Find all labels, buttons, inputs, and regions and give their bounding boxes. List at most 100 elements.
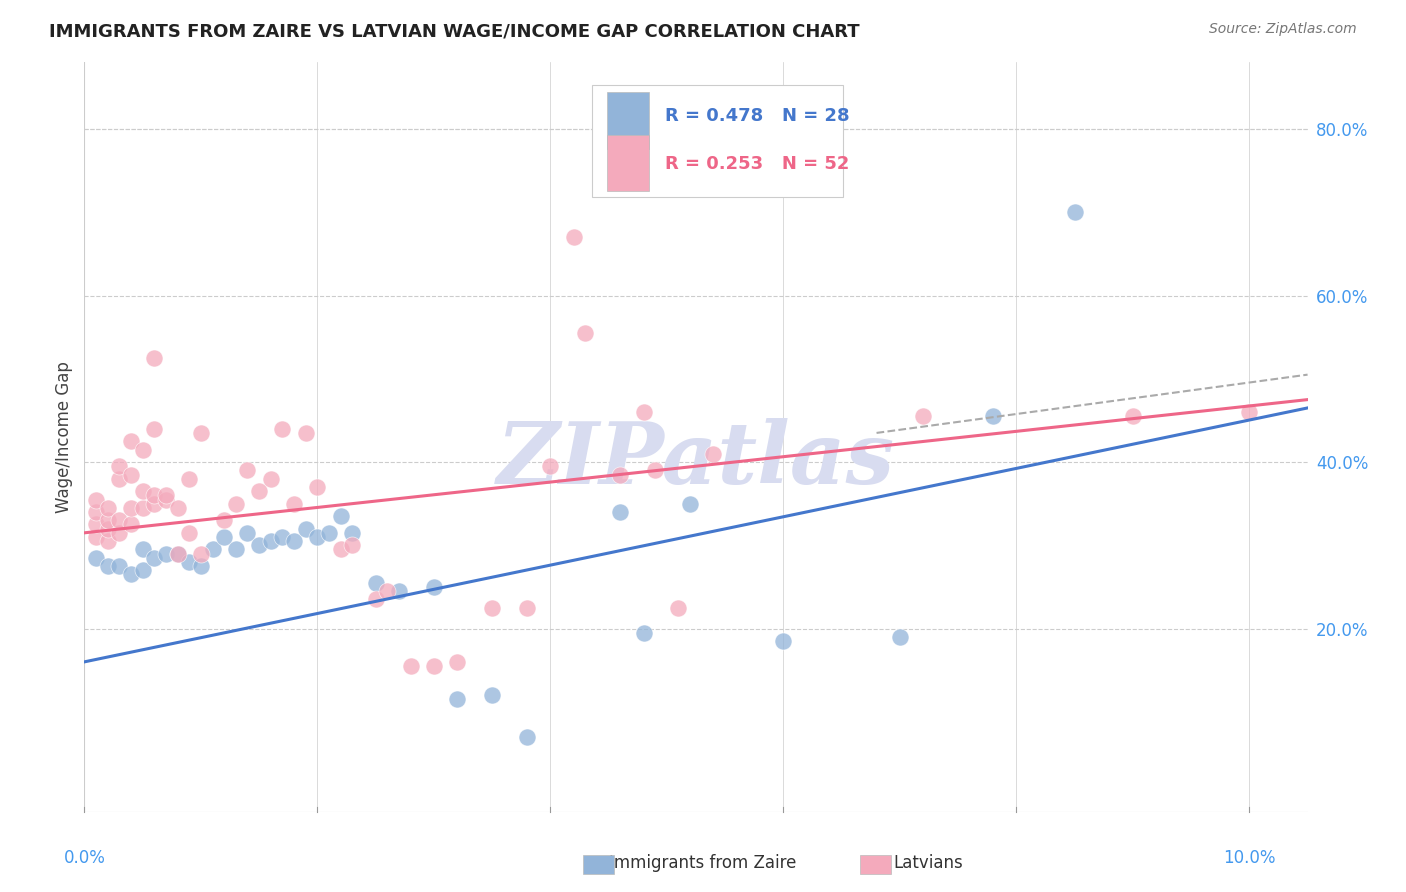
FancyBboxPatch shape: [606, 135, 650, 191]
Point: [108, 559, 131, 574]
Point: [97, 534, 120, 549]
Point: [131, 442, 153, 457]
Point: [562, 230, 585, 244]
Point: [481, 600, 503, 615]
Point: [633, 625, 655, 640]
FancyBboxPatch shape: [592, 85, 842, 197]
Point: [84, 550, 107, 565]
Point: [342, 538, 364, 552]
Point: [131, 563, 153, 577]
Point: [423, 580, 446, 594]
Point: [97, 500, 120, 515]
Point: [143, 497, 166, 511]
Point: [225, 497, 247, 511]
Point: [679, 497, 702, 511]
Point: [97, 522, 120, 536]
Point: [120, 467, 142, 482]
Point: [364, 575, 387, 590]
Text: 10.0%: 10.0%: [1223, 849, 1275, 867]
Point: [364, 592, 387, 607]
Point: [155, 488, 177, 502]
Point: [108, 459, 131, 474]
Point: [166, 500, 188, 515]
Point: [307, 480, 329, 494]
Point: [143, 351, 166, 365]
Point: [318, 525, 340, 540]
Point: [912, 409, 935, 424]
Text: Latvians: Latvians: [893, 855, 963, 872]
Point: [108, 525, 131, 540]
Text: Source: ZipAtlas.com: Source: ZipAtlas.com: [1209, 22, 1357, 37]
Point: [84, 492, 107, 507]
Point: [260, 472, 283, 486]
Point: [143, 422, 166, 436]
Point: [609, 467, 631, 482]
Point: [108, 472, 131, 486]
Point: [772, 634, 794, 648]
Point: [84, 517, 107, 532]
Point: [120, 434, 142, 449]
Text: IMMIGRANTS FROM ZAIRE VS LATVIAN WAGE/INCOME GAP CORRELATION CHART: IMMIGRANTS FROM ZAIRE VS LATVIAN WAGE/IN…: [49, 22, 860, 40]
Point: [155, 492, 177, 507]
Point: [342, 525, 364, 540]
Point: [283, 497, 305, 511]
Point: [399, 659, 422, 673]
Point: [294, 425, 316, 440]
Point: [131, 500, 153, 515]
Point: [481, 688, 503, 702]
Point: [131, 542, 153, 557]
Point: [143, 550, 166, 565]
Point: [609, 505, 631, 519]
Text: ZIPatlas: ZIPatlas: [496, 417, 896, 501]
Point: [236, 463, 259, 477]
Point: [120, 517, 142, 532]
Text: R = 0.253   N = 52: R = 0.253 N = 52: [665, 155, 849, 173]
Point: [84, 505, 107, 519]
Point: [423, 659, 446, 673]
Point: [84, 530, 107, 544]
Point: [179, 472, 201, 486]
Point: [446, 692, 468, 706]
Point: [166, 547, 188, 561]
Point: [225, 542, 247, 557]
Point: [143, 488, 166, 502]
Point: [294, 522, 316, 536]
Point: [212, 513, 235, 527]
Point: [97, 513, 120, 527]
Point: [889, 630, 911, 644]
Point: [179, 525, 201, 540]
Point: [702, 447, 724, 461]
Point: [1063, 205, 1085, 219]
Text: Immigrants from Zaire: Immigrants from Zaire: [609, 855, 797, 872]
Point: [190, 559, 212, 574]
Point: [108, 513, 131, 527]
Point: [283, 534, 305, 549]
Point: [201, 542, 224, 557]
Point: [97, 559, 120, 574]
Point: [375, 584, 398, 599]
Point: [190, 547, 212, 561]
Point: [271, 422, 294, 436]
Point: [120, 500, 142, 515]
Point: [516, 730, 538, 744]
Point: [1122, 409, 1144, 424]
Y-axis label: Wage/Income Gap: Wage/Income Gap: [55, 361, 73, 513]
Point: [236, 525, 259, 540]
Point: [190, 425, 212, 440]
Point: [155, 547, 177, 561]
Point: [981, 409, 1004, 424]
Text: 0.0%: 0.0%: [63, 849, 105, 867]
FancyBboxPatch shape: [606, 93, 650, 149]
Point: [179, 555, 201, 569]
Point: [644, 463, 666, 477]
Point: [307, 530, 329, 544]
Point: [329, 542, 352, 557]
Point: [1239, 405, 1261, 419]
Point: [247, 484, 270, 499]
Point: [212, 530, 235, 544]
Point: [446, 655, 468, 669]
Point: [516, 600, 538, 615]
Point: [247, 538, 270, 552]
Point: [388, 584, 411, 599]
Point: [131, 484, 153, 499]
